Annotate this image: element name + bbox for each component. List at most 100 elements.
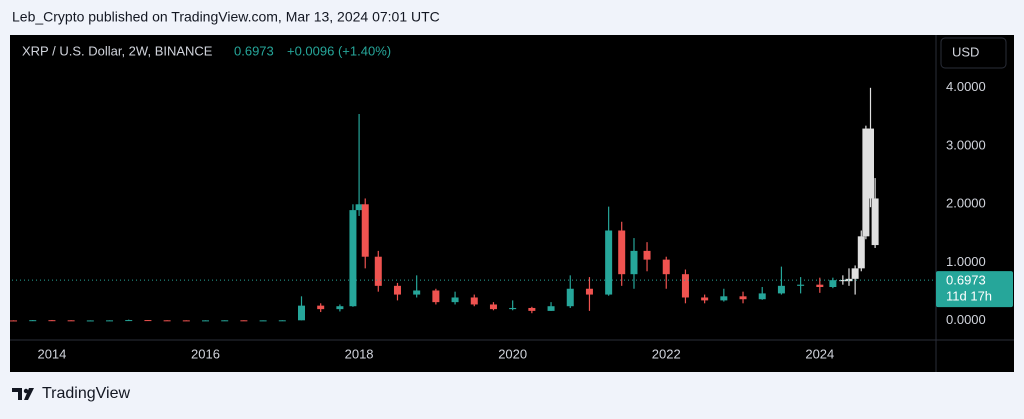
candle-body [29, 320, 37, 322]
candle [48, 319, 56, 322]
candle [470, 294, 478, 307]
candle [585, 277, 593, 311]
candle [86, 320, 94, 322]
candle [857, 230, 865, 272]
brand-logo [12, 388, 34, 400]
candle [67, 320, 75, 322]
candle-body [871, 198, 879, 246]
candle [605, 206, 613, 296]
y-tick-label: 2.0000 [946, 196, 986, 211]
candle-body [349, 210, 357, 307]
x-tick-label: 2024 [805, 346, 834, 361]
candle [528, 306, 536, 314]
candle-body [509, 307, 517, 310]
candle [720, 288, 728, 302]
candle [739, 291, 747, 304]
candle-body [361, 204, 369, 257]
candle [816, 277, 824, 293]
candle-body [585, 288, 593, 295]
candle-body [202, 320, 210, 322]
candle-body [278, 320, 286, 322]
candle-body [489, 304, 497, 310]
currency-button[interactable] [940, 37, 1007, 69]
candle-body [630, 250, 638, 275]
candle-body [10, 320, 18, 322]
candle [509, 300, 517, 311]
candle-body [528, 307, 536, 311]
candle [221, 320, 229, 322]
candle [106, 320, 114, 322]
candle [566, 275, 574, 308]
candle-body [67, 320, 75, 322]
candle [163, 320, 171, 322]
candle [413, 275, 421, 298]
candle [777, 266, 785, 295]
candle [144, 320, 152, 322]
candle [866, 87, 874, 208]
candle-body [297, 305, 305, 321]
candle-body [144, 320, 152, 322]
candle-body [816, 284, 824, 287]
candle-body [182, 320, 190, 322]
x-tick-label: 2016 [191, 346, 220, 361]
candle [489, 302, 497, 311]
candle-body [125, 320, 133, 322]
candle-body [839, 280, 847, 282]
candle-body [857, 236, 865, 269]
candle [547, 302, 555, 311]
candle [851, 265, 859, 295]
symbol-label: XRP / U.S. Dollar, 2W, BINANCE [22, 43, 213, 58]
last-price-label: 0.6973 [946, 273, 986, 288]
candle-body [739, 296, 747, 300]
candle [862, 125, 870, 240]
brand-name: TradingView [42, 385, 130, 402]
candle-body [317, 305, 325, 310]
candle-body [355, 204, 363, 211]
candle-body [829, 280, 837, 287]
candle [202, 320, 210, 322]
candle-body [240, 320, 248, 322]
candle [29, 320, 37, 322]
candle-body [336, 306, 344, 310]
candle-body [106, 320, 114, 322]
candle-body [48, 320, 56, 322]
candle-body [758, 293, 766, 300]
candle [349, 204, 357, 307]
x-tick-label: 2018 [345, 346, 374, 361]
candle-body [605, 230, 613, 295]
candle [355, 114, 363, 216]
candle-body [701, 297, 709, 301]
candle-body [374, 256, 382, 286]
candle [297, 296, 305, 321]
candle-body [720, 296, 728, 301]
candle [630, 238, 638, 289]
candle [10, 320, 18, 322]
last-price-box [936, 271, 1013, 308]
candle [317, 303, 325, 313]
candle [701, 294, 709, 304]
x-tick-label: 2014 [37, 346, 66, 361]
candle-body [681, 274, 689, 298]
candle [662, 256, 670, 289]
x-tick-label: 2020 [498, 346, 527, 361]
candle-body [866, 128, 874, 199]
candle-body [797, 284, 805, 286]
candle [259, 320, 267, 322]
candle-body [566, 288, 574, 307]
candle [432, 288, 440, 305]
candle [393, 282, 401, 301]
candle-body [221, 320, 229, 322]
currency-label[interactable]: USD [952, 44, 979, 59]
published-line: Leb_Crypto published on TradingView.com,… [12, 9, 440, 25]
candle-body [163, 320, 171, 322]
x-tick-label: 2022 [652, 346, 681, 361]
candle [681, 269, 689, 304]
y-tick-label: 4.0000 [946, 79, 986, 94]
candle-body [86, 320, 94, 322]
candle [336, 304, 344, 312]
candle-body [777, 285, 785, 294]
header-change: +0.0096 (+1.40%) [287, 43, 391, 58]
candle-body [618, 230, 626, 275]
